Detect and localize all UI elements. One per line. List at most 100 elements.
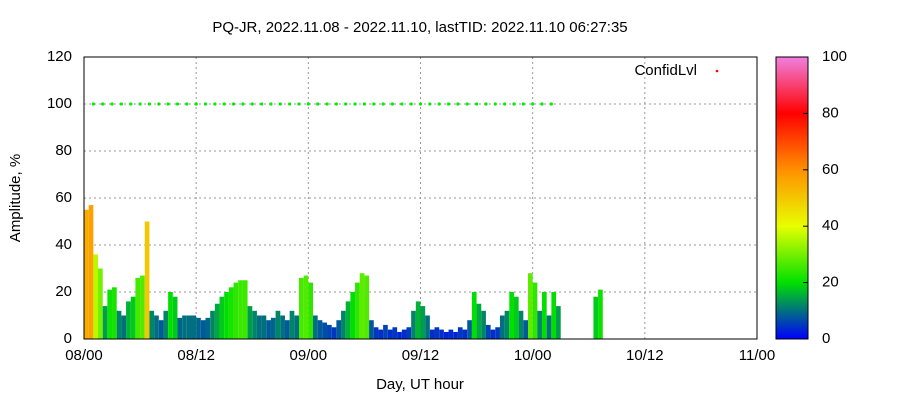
bar <box>102 306 108 339</box>
bar <box>401 329 407 339</box>
bar <box>228 287 234 339</box>
bar <box>513 296 519 339</box>
x-tick-label: 10/00 <box>514 347 552 364</box>
bar <box>369 320 374 339</box>
bar <box>116 310 122 339</box>
point <box>512 102 516 106</box>
point <box>222 102 226 106</box>
colorbar-tick-label: 100 <box>822 48 847 65</box>
point <box>409 102 413 106</box>
point <box>493 102 497 106</box>
colorbar-tick-label: 0 <box>822 330 830 347</box>
bar <box>163 310 169 339</box>
bar <box>84 209 89 339</box>
bar <box>112 287 117 339</box>
x-tick-label: 08/00 <box>65 347 103 364</box>
point <box>381 102 385 106</box>
point <box>465 102 469 106</box>
point <box>456 102 460 106</box>
bar <box>532 282 538 339</box>
bar <box>98 268 103 339</box>
bar <box>219 296 225 339</box>
point <box>175 102 180 106</box>
y-tick-label: 20 <box>55 283 72 300</box>
point <box>428 102 432 106</box>
plot-frame <box>83 56 758 340</box>
point <box>157 102 161 106</box>
bar <box>247 306 253 339</box>
bar <box>158 320 164 339</box>
point <box>269 102 273 106</box>
y-axis-label: Amplitude, % <box>7 154 24 242</box>
point <box>372 102 376 106</box>
colorbar-tick-label: 40 <box>822 217 839 234</box>
bar <box>556 306 561 339</box>
point <box>334 102 338 106</box>
point <box>353 102 357 106</box>
bar <box>383 324 388 339</box>
bar <box>364 275 370 339</box>
bar <box>233 282 239 339</box>
point <box>278 102 282 106</box>
point <box>231 102 236 106</box>
bar <box>308 282 314 339</box>
bar <box>425 315 430 339</box>
bar <box>177 317 183 339</box>
point <box>362 102 367 106</box>
bar <box>499 315 505 339</box>
point <box>119 102 123 106</box>
point <box>484 102 488 106</box>
point <box>325 102 329 106</box>
bar <box>476 303 482 339</box>
point <box>297 102 301 106</box>
bar <box>598 289 603 339</box>
bar <box>495 327 500 339</box>
point <box>437 102 441 106</box>
bar <box>154 315 159 339</box>
bar <box>551 292 557 339</box>
bar <box>256 315 262 339</box>
point <box>147 102 152 106</box>
bar <box>448 329 454 339</box>
point <box>129 102 133 106</box>
bar <box>266 320 271 339</box>
point <box>344 102 348 106</box>
bar <box>322 322 328 339</box>
bar <box>121 315 127 339</box>
bar <box>186 315 192 339</box>
bar <box>523 320 528 339</box>
x-tick-label: 08/12 <box>177 347 215 364</box>
point <box>241 102 245 106</box>
point <box>503 102 507 106</box>
colorbar-tick-label: 80 <box>822 104 839 121</box>
bar <box>107 289 113 339</box>
bar <box>135 277 141 339</box>
bar <box>542 292 547 339</box>
bar <box>462 329 468 339</box>
bar <box>214 303 220 339</box>
bar <box>252 310 257 339</box>
bar <box>355 282 360 339</box>
bar <box>336 320 342 339</box>
point <box>549 102 553 106</box>
point <box>474 102 479 106</box>
bar <box>191 315 197 339</box>
point <box>446 102 451 106</box>
bar <box>411 310 416 339</box>
point <box>166 102 170 106</box>
bar <box>350 292 356 339</box>
bar <box>205 317 211 339</box>
point <box>521 102 525 106</box>
bar <box>509 292 514 339</box>
bar <box>144 221 150 339</box>
bar <box>270 317 276 339</box>
bar <box>93 254 99 339</box>
bar <box>453 331 458 339</box>
bar <box>527 273 533 339</box>
bar <box>130 296 136 339</box>
y-tick-label: 60 <box>55 189 72 206</box>
bar <box>284 320 290 339</box>
bar <box>504 310 510 339</box>
x-tick-label: 09/12 <box>402 347 440 364</box>
